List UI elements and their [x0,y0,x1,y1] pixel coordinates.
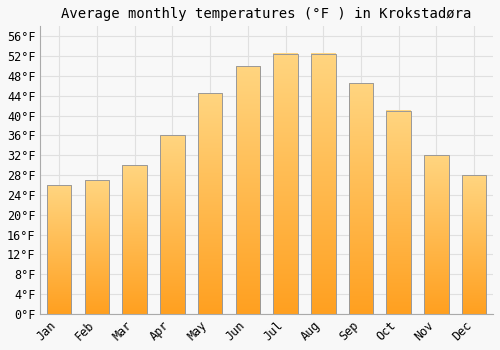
Bar [47,185,72,314]
Bar [198,93,222,314]
Bar [462,175,486,314]
Bar [160,135,184,314]
Bar [386,111,411,314]
Bar [348,83,374,314]
Bar [274,54,298,314]
Bar [424,155,448,314]
Bar [236,66,260,314]
Bar [311,54,336,314]
Bar [122,165,147,314]
Bar [84,180,109,314]
Title: Average monthly temperatures (°F ) in Krokstadøra: Average monthly temperatures (°F ) in Kr… [62,7,472,21]
